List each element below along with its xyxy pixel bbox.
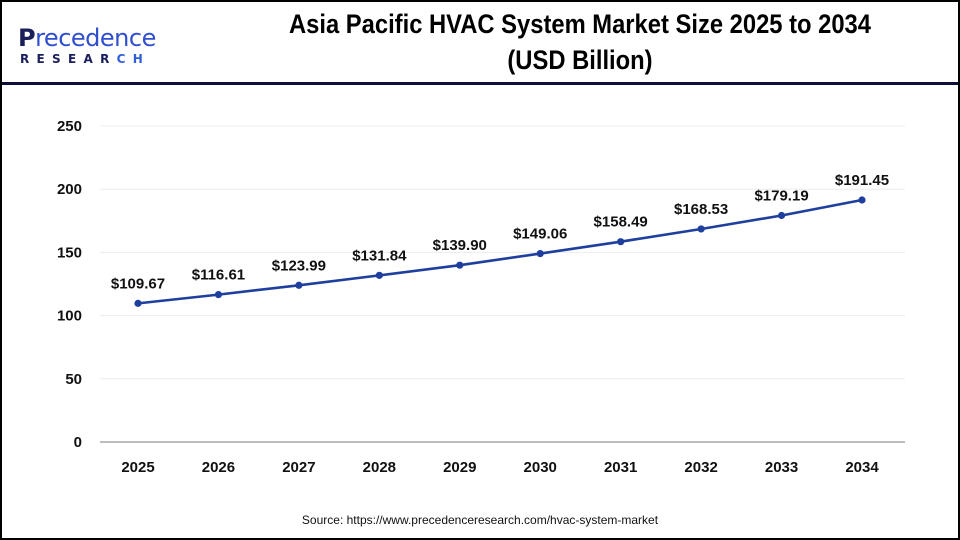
y-tick-label: 200 [57,181,82,198]
series-line [137,198,863,305]
data-point-marker [617,238,625,246]
chart-title-line-1: Asia Pacific HVAC System Market Size 202… [289,9,871,39]
logo-leaf-p-icon: P [18,24,36,52]
logo-wordmark-text: recedence [35,24,156,52]
data-point-marker [375,271,383,279]
x-tick-label: 2025 [121,459,154,476]
data-label: $109.67 [111,275,165,292]
data-point-marker [295,281,303,289]
x-tick-label: 2028 [363,459,396,476]
x-tick-label: 2033 [765,459,798,476]
data-point-marker [858,196,866,204]
data-point-marker [536,249,544,258]
chart-title-line-2: (USD Billion) [507,45,653,75]
y-tick-label: 0 [74,434,82,451]
data-label: $191.45 [835,172,889,189]
precedence-research-logo: Precedence RESEARCH [18,26,168,66]
data-point-marker [456,261,464,269]
logo-wordmark: Precedence [18,26,156,50]
x-tick-label: 2032 [684,459,717,476]
data-point-marker [134,299,142,307]
y-tick-label: 150 [57,244,82,261]
data-label: $168.53 [674,201,728,218]
logo-subtitle: RESEARCH [20,52,151,66]
data-label: $116.61 [192,267,245,284]
x-tick-label: 2029 [443,459,476,476]
data-point-marker [214,291,223,299]
data-point-marker [777,211,786,220]
data-label: $149.06 [513,226,567,243]
chart-header: Precedence RESEARCH Asia Pacific HVAC Sy… [2,2,958,85]
data-label: $131.84 [352,247,407,264]
x-tick-label: 2027 [282,459,315,476]
x-tick-label: 2026 [202,459,235,476]
y-tick-label: 250 [57,118,82,135]
data-label: $139.90 [433,237,487,254]
data-point-marker [697,225,705,233]
chart-title: Asia Pacific HVAC System Market Size 202… [265,6,895,78]
y-tick-label: 100 [57,308,82,325]
x-tick-label: 2031 [604,459,637,476]
source-note: Source: https://www.precedenceresearch.c… [301,513,659,527]
x-tick-label: 2030 [524,459,557,476]
y-tick-label: 50 [65,371,82,388]
data-label: $123.99 [272,257,326,274]
data-label: $179.19 [754,188,808,205]
x-tick-label: 2034 [845,459,879,476]
data-label: $158.49 [594,214,648,231]
